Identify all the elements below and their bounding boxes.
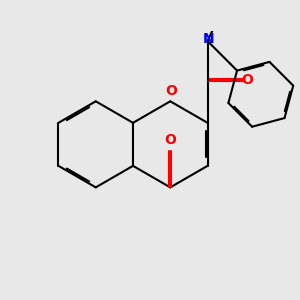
- Text: N: N: [202, 32, 214, 46]
- Text: O: O: [164, 133, 176, 147]
- Text: O: O: [242, 73, 253, 87]
- Text: O: O: [166, 84, 177, 98]
